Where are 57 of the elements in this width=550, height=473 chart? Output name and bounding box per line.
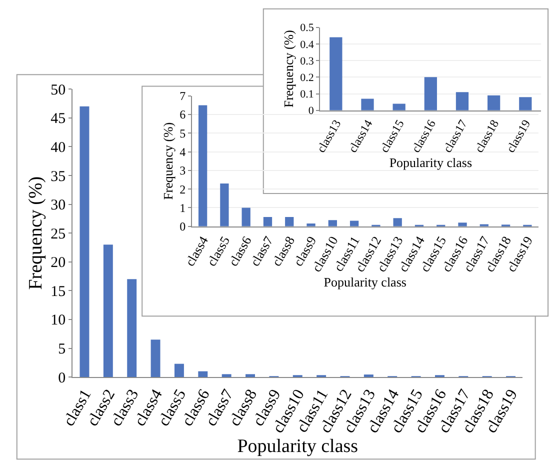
- y-tick-label: 0.5: [300, 22, 314, 34]
- y-tick-label: 0.3: [300, 55, 314, 68]
- bar: [285, 217, 294, 226]
- bar: [306, 224, 316, 226]
- x-axis-title: Popularity class: [324, 274, 406, 290]
- bar: [393, 218, 402, 226]
- bar: [150, 340, 160, 378]
- bar: [174, 364, 184, 378]
- y-tick-label: 5: [180, 126, 186, 140]
- bar: [458, 222, 467, 226]
- bar: [364, 374, 374, 378]
- y-tick-label: 3: [180, 164, 186, 178]
- bar: [328, 220, 337, 226]
- bar: [488, 95, 500, 110]
- x-axis-title: Popularity class: [389, 154, 472, 170]
- y-axis-title: Frequency (%): [160, 122, 176, 200]
- y-tick-label: 0.2: [300, 72, 314, 84]
- bar: [198, 371, 208, 378]
- y-tick-label: 30: [50, 198, 66, 214]
- y-tick-label: 4: [180, 144, 186, 159]
- y-tick-label: 40: [50, 140, 66, 156]
- bar: [424, 77, 437, 110]
- y-axis-title: Frequency (%): [25, 176, 46, 290]
- bar: [242, 208, 250, 226]
- bar: [103, 244, 113, 378]
- y-tick-label: 0: [58, 370, 66, 386]
- y-tick-label: 1: [180, 200, 186, 215]
- bar: [246, 374, 255, 378]
- bar: [330, 37, 342, 110]
- y-tick-label: 45: [50, 111, 66, 128]
- y-tick-label: 10: [50, 312, 66, 329]
- y-tick-label: 6: [180, 108, 186, 122]
- y-axis-title: Frequency (%): [281, 30, 296, 108]
- y-tick-label: 2: [180, 182, 186, 196]
- bar: [198, 105, 208, 226]
- bar: [350, 220, 359, 226]
- y-tick-label: 50: [50, 82, 66, 98]
- y-tick-label: 25: [50, 226, 66, 242]
- y-tick-label: 0: [308, 105, 314, 118]
- bar: [392, 104, 406, 110]
- y-tick-label: 15: [50, 284, 66, 300]
- bar: [220, 183, 229, 226]
- bar: [222, 374, 232, 378]
- y-tick-label: 7: [180, 89, 186, 104]
- y-tick-label: 0: [180, 220, 186, 234]
- bar: [361, 98, 374, 110]
- bar: [80, 106, 90, 378]
- y-tick-label: 0.4: [300, 38, 314, 51]
- y-tick-label: 35: [50, 168, 66, 185]
- bar: [456, 92, 469, 110]
- bar: [127, 279, 137, 378]
- bar: [519, 97, 532, 110]
- x-axis-title: Popularity class: [237, 436, 358, 458]
- y-tick-label: 20: [50, 255, 66, 272]
- y-tick-label: 5: [58, 342, 66, 358]
- bar: [263, 217, 272, 226]
- y-tick-label: 0.1: [300, 88, 314, 101]
